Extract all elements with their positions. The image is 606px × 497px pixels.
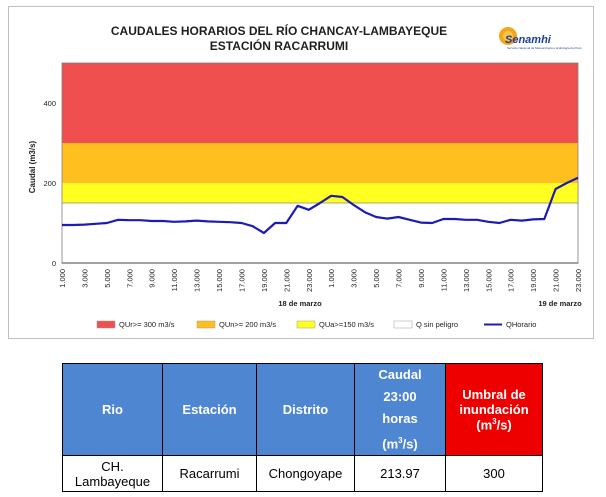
x-tick-label: 1.000 [58, 269, 67, 288]
x-tick-label: 7.000 [125, 269, 134, 288]
x-tick-label: 9.000 [148, 269, 157, 288]
x-tick-label: 15.000 [484, 269, 493, 292]
sun-icon [499, 27, 517, 45]
chart-title-line-1: CAUDALES HORARIOS DEL RÍO CHANCAY-LAMBAY… [111, 23, 447, 38]
threshold-band-0 [62, 63, 578, 143]
chart-svg: CAUDALES HORARIOS DEL RÍO CHANCAY-LAMBAY… [28, 23, 583, 329]
legend-label: QUa>=150 m3/s [319, 320, 374, 329]
logo-name: Senamhi [505, 34, 552, 46]
threshold-band-2 [62, 183, 578, 203]
x-tick-label: 7.000 [395, 269, 404, 288]
x-tick-label: 19.000 [260, 269, 269, 292]
header-caudal-line-4: (m3/s) [355, 430, 445, 455]
header-caudal-unit-b: /s) [402, 436, 418, 452]
x-tick-label: 17.000 [507, 269, 516, 292]
chart-legend: QUr>= 300 m3/s QUn>= 200 m3/s QUa>=150 m3/… [96, 320, 536, 329]
x-tick-label: 5.000 [372, 269, 381, 288]
legend-label: QUn>= 200 m3/s [219, 320, 276, 329]
x-tick-label: 23.000 [305, 269, 314, 292]
x-tick-label: 3.000 [80, 269, 89, 288]
x-tick-label: 21.000 [282, 269, 291, 292]
header-caudal-line-2: 23:00 [383, 389, 417, 404]
header-umbral-unit-sup: 3 [492, 417, 497, 426]
header-umbral-unit-a: (m [476, 417, 493, 433]
cell-umbral: 300 [445, 455, 543, 493]
series-line-qhorario [62, 176, 579, 235]
table-header-row: Rio Estación Distrito Caudal 23:00 horas… [62, 362, 543, 457]
header-umbral-line-2: inundación [459, 402, 529, 417]
x-tick-label: 1.000 [327, 269, 336, 288]
header-umbral-unit-b: /s) [496, 417, 512, 433]
cell-rio-line-1: CH. [101, 458, 124, 474]
header-estacion: Estación [162, 362, 257, 457]
header-rio: Rio [62, 362, 163, 457]
x-tick-label: 17.000 [237, 269, 246, 292]
date-label-18-marzo: 18 de marzo [278, 299, 322, 308]
legend-label: QUr>= 300 m3/s [119, 320, 175, 329]
x-tick-label: 13.000 [193, 269, 202, 292]
header-umbral: Umbral de inundación (m3/s) [445, 362, 543, 457]
x-tick-label: 3.000 [350, 269, 359, 288]
legend-label: Q sin peligro [416, 320, 458, 329]
y-tick-label: 0 [52, 259, 56, 268]
x-tick-label: 23.000 [574, 269, 583, 292]
legend-swatch [296, 320, 316, 329]
cell-estacion: Racarrumi [162, 455, 257, 493]
logo-subtext: Servicio Nacional de Meteorología e Hidr… [507, 46, 582, 50]
chart-panel: CAUDALES HORARIOS DEL RÍO CHANCAY-LAMBAY… [8, 6, 594, 339]
y-tick-labels: 0 200 400 [43, 99, 56, 268]
x-tick-label: 15.000 [215, 269, 224, 292]
header-caudal-line-3: horas [382, 411, 418, 426]
cell-caudal: 213.97 [354, 455, 446, 493]
header-umbral-line-1: Umbral de [462, 387, 526, 402]
cell-rio-line-2: Lambayeque [74, 473, 151, 489]
cell-distrito: Chongoyape [256, 455, 355, 493]
x-tick-label: 19.000 [529, 269, 538, 292]
senamhi-logo: Senamhi Servicio Nacional de Meteorologí… [499, 27, 582, 50]
legend-swatch [393, 320, 413, 329]
legend-swatch [196, 320, 216, 329]
x-tick-label: 11.000 [170, 269, 179, 291]
y-axis-title: Caudal (m3/s) [28, 140, 37, 193]
header-umbral-line-3: (m3/s) [446, 417, 542, 432]
table-row: CH. Lambayeque Racarrumi Chongoyape 213.… [62, 455, 543, 493]
x-tick-label: 21.000 [552, 269, 561, 292]
header-caudal-unit-sup: 3 [398, 436, 403, 445]
chart-title-line-2: ESTACIÓN RACARRUMI [210, 38, 348, 53]
threshold-bands [61, 62, 579, 264]
date-label-19-marzo: 19 de marzo [538, 299, 582, 308]
cell-rio: CH. Lambayeque [62, 455, 163, 493]
x-tick-label: 5.000 [103, 269, 112, 288]
x-tick-label: 11.000 [439, 269, 448, 291]
header-distrito: Distrito [256, 362, 355, 457]
legend-swatch [96, 320, 116, 329]
station-table: Rio Estación Distrito Caudal 23:00 horas… [62, 362, 543, 493]
threshold-band-1 [62, 143, 578, 183]
header-caudal-unit-a: (m [382, 436, 399, 452]
x-tick-label: 9.000 [417, 269, 426, 288]
y-tick-label: 400 [43, 99, 56, 108]
x-tick-label: 13.000 [462, 269, 471, 292]
y-tick-label: 200 [43, 179, 56, 188]
threshold-band-3 [62, 203, 578, 263]
x-tick-labels: 1.000 3.000 5.000 7.000 9.000 11.000 13.000 15.… [58, 269, 583, 292]
legend-label: QHorario [506, 320, 536, 329]
header-caudal: Caudal 23:00 horas (m3/s) [354, 362, 446, 457]
header-caudal-line-1: Caudal [378, 367, 422, 382]
